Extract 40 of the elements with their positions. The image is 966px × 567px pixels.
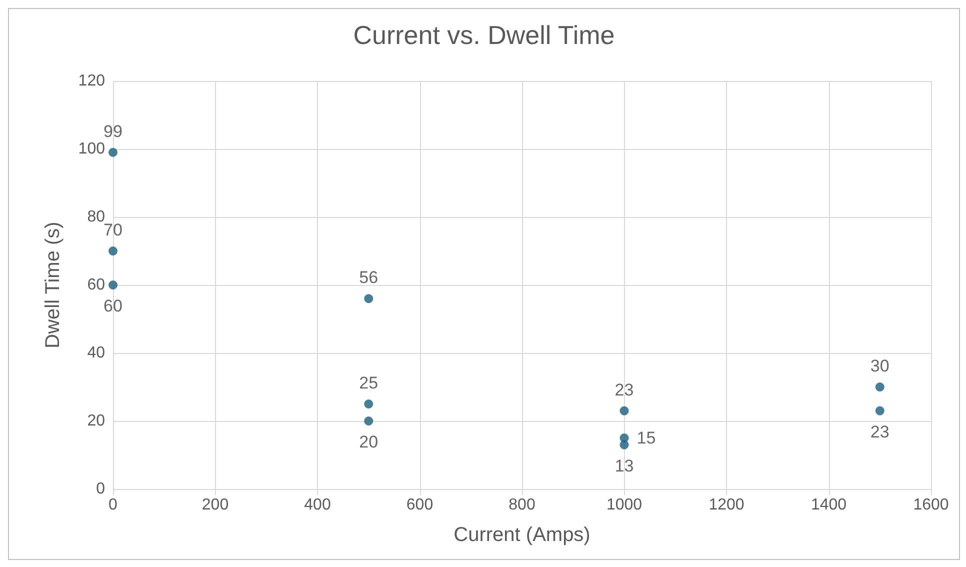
x-tick-label: 1400 xyxy=(810,496,847,514)
x-tick-label: 1600 xyxy=(913,496,949,514)
point xyxy=(875,382,884,392)
data-label: 13 xyxy=(614,456,634,476)
data-label: 60 xyxy=(104,296,122,316)
data-label: 56 xyxy=(359,268,378,288)
x-tick-label: 400 xyxy=(304,496,331,514)
y-tick-label: 80 xyxy=(87,208,106,226)
x-tick-label: 800 xyxy=(508,496,536,514)
point xyxy=(620,440,629,450)
y-tick-label: 0 xyxy=(96,480,106,498)
y-tick-label: 20 xyxy=(87,412,106,430)
point xyxy=(108,246,118,256)
x-tick-label: 1200 xyxy=(708,496,744,514)
data-label: 23 xyxy=(870,422,890,442)
point xyxy=(364,416,374,426)
y-tick-label: 60 xyxy=(87,276,106,294)
data-label: 25 xyxy=(359,374,378,392)
x-tick-label: 1000 xyxy=(606,496,642,514)
x-tick-label: 0 xyxy=(108,496,118,514)
data-label: 70 xyxy=(104,220,122,240)
point xyxy=(875,406,884,416)
point xyxy=(620,406,629,416)
data-label: 15 xyxy=(636,428,656,448)
x-axis-title: Current (Amps) xyxy=(454,524,590,546)
y-tick-label: 40 xyxy=(87,344,106,362)
y-tick-label: 120 xyxy=(78,72,106,90)
point xyxy=(364,294,374,304)
y-tick-label: 100 xyxy=(78,140,106,158)
data-label: 99 xyxy=(104,122,122,141)
point xyxy=(108,280,118,290)
data-label: 30 xyxy=(870,356,890,376)
x-tick-label: 600 xyxy=(406,496,434,514)
point xyxy=(364,400,374,408)
point xyxy=(108,148,118,157)
data-label: 20 xyxy=(359,432,378,452)
y-axis-title: Dwell Time (s) xyxy=(42,222,64,348)
data-label: 23 xyxy=(614,380,634,400)
chart-title: Current vs. Dwell Time xyxy=(353,20,615,50)
x-tick-label: 200 xyxy=(202,496,229,514)
